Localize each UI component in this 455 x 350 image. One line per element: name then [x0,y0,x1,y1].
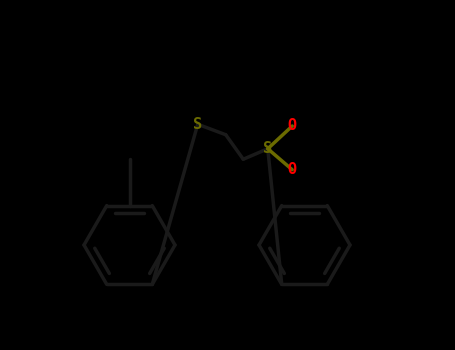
Text: S: S [263,141,272,156]
Text: O: O [288,162,297,177]
Text: O: O [288,119,297,133]
Text: S: S [193,117,202,132]
